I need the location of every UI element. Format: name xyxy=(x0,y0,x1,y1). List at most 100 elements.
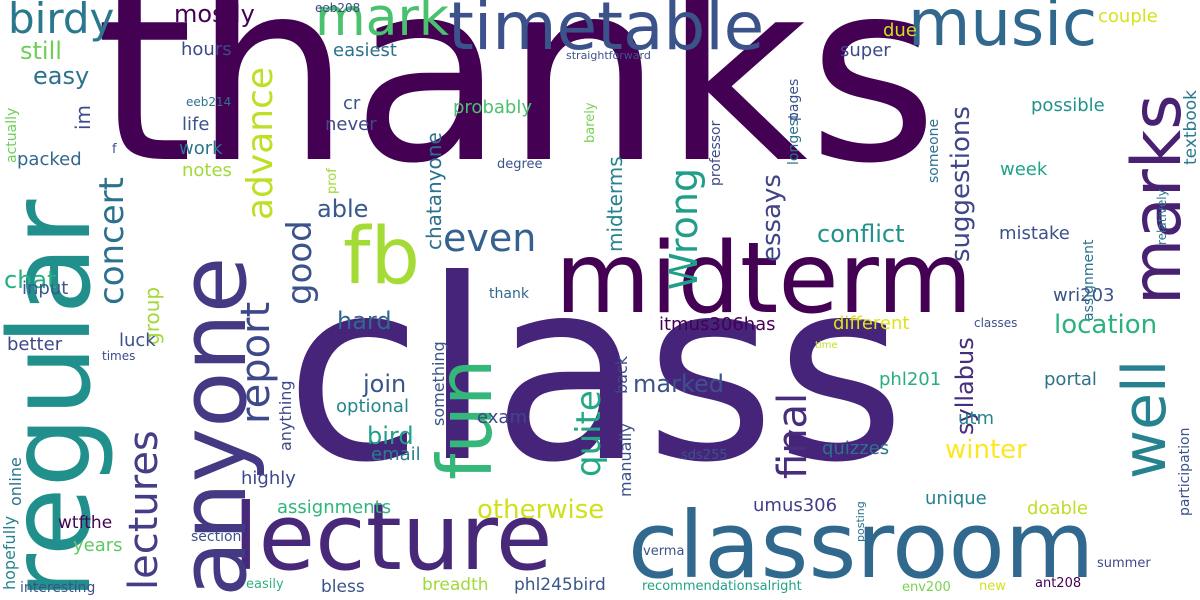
word-advance: advance xyxy=(240,66,281,220)
word-lecture: lecture xyxy=(233,484,553,591)
word-eeb208: eeb208 xyxy=(315,1,361,15)
word-luck: luck xyxy=(119,330,156,351)
word-thanks: thanks xyxy=(95,0,939,218)
word-super: super xyxy=(840,40,891,61)
word-winter: winter xyxy=(945,435,1027,465)
word-manually: manually xyxy=(616,423,635,497)
word-f: f xyxy=(112,142,117,157)
word-wtfthe: wtfthe xyxy=(58,513,113,533)
word-textbook: textbook xyxy=(1181,90,1200,165)
word-anything: anything xyxy=(276,380,295,451)
word-midterm: midterm xyxy=(555,222,973,336)
word-able: able xyxy=(317,195,369,223)
word-better: better xyxy=(7,334,63,355)
word-due: due xyxy=(883,20,917,41)
word-participation: participation xyxy=(1177,427,1193,516)
word-sds255: sds255 xyxy=(681,448,728,463)
word-conflict: conflict xyxy=(817,220,905,248)
word-itmus306has: itmus306has xyxy=(659,314,776,335)
word-mostly: mostly xyxy=(174,0,255,28)
word-bird: bird xyxy=(367,422,414,450)
word-env200: env200 xyxy=(902,580,951,595)
word-easy: easy xyxy=(33,62,90,90)
word-quizzes: quizzes xyxy=(822,438,890,459)
word-midterms: midterms xyxy=(603,156,627,252)
word-location: location xyxy=(1054,310,1158,340)
word-quite: quite xyxy=(569,390,609,477)
word-mark: mark xyxy=(315,0,450,48)
word-week: week xyxy=(1000,159,1048,180)
word-interesting: interesting xyxy=(20,580,96,596)
word-life: life xyxy=(182,114,210,135)
word-years: years xyxy=(73,535,123,556)
word-doable: doable xyxy=(1027,498,1088,519)
word-assignments: assignments xyxy=(277,497,392,518)
word-eeb214: eeb214 xyxy=(186,95,232,109)
word-fb: fb xyxy=(343,212,420,302)
word-breadth: breadth xyxy=(422,575,489,595)
word-time: time xyxy=(815,340,838,351)
word-suggestions: suggestions xyxy=(946,106,976,262)
word-something: something xyxy=(429,341,448,426)
word-report: report xyxy=(233,301,279,424)
word-chat: chat xyxy=(4,266,57,294)
word-input: input xyxy=(22,278,69,299)
word-hours: hours xyxy=(181,39,232,60)
word-easiest: easiest xyxy=(333,40,397,61)
word-classes: classes xyxy=(974,316,1018,330)
word-good: good xyxy=(280,220,320,305)
word-times: times xyxy=(102,349,136,363)
word-otherwise: otherwise xyxy=(477,495,605,525)
word-probably: probably xyxy=(453,97,532,118)
word-ant208: ant208 xyxy=(1035,576,1082,591)
word-possible: possible xyxy=(1031,95,1105,116)
word-wri203: wri203 xyxy=(1053,285,1115,306)
word-hard: hard xyxy=(337,307,392,335)
word-class: class xyxy=(285,226,906,517)
word-work: work xyxy=(179,138,223,159)
word-new: new xyxy=(979,579,1006,594)
word-bless: bless xyxy=(321,577,365,597)
word-portal: portal xyxy=(1044,369,1097,390)
word-even: even xyxy=(443,216,537,260)
word-recommendationsalright: recommendationsalright xyxy=(642,579,802,594)
word-im: im xyxy=(71,104,95,130)
word-timetable: timetable xyxy=(448,0,765,65)
word-phl245bird: phl245bird xyxy=(514,575,606,595)
word-hopefully: hopefully xyxy=(0,515,19,590)
word-unique: unique xyxy=(925,488,987,509)
word-someone: someone xyxy=(926,118,942,183)
word-still: still xyxy=(20,37,62,65)
word-easily: easily xyxy=(246,577,284,592)
word-concert: concert xyxy=(92,177,132,305)
word-posting: posting xyxy=(854,501,867,542)
word-exam: exam xyxy=(477,407,527,428)
word-classroom: classroom xyxy=(628,492,1095,599)
word-couple: couple xyxy=(1098,6,1158,27)
word-email: email xyxy=(371,444,421,465)
word-section: section xyxy=(191,529,242,545)
word-lectures: lectures xyxy=(121,430,167,590)
word-join: join xyxy=(363,370,407,398)
word-music: music xyxy=(908,0,1098,61)
word-well: well xyxy=(1110,359,1180,479)
word-cr: cr xyxy=(343,93,361,114)
word-optional: optional xyxy=(336,396,409,417)
word-barely: barely xyxy=(583,102,598,143)
word-phl201: phl201 xyxy=(879,369,942,390)
word-essays: essays xyxy=(757,174,787,262)
word-pages: pages xyxy=(786,78,802,121)
word-different: different xyxy=(833,313,910,334)
word-back: back xyxy=(612,355,631,394)
word-straightforward: straightforward xyxy=(566,49,651,62)
word-thank: thank xyxy=(489,286,529,302)
word-marked: marked xyxy=(633,370,724,398)
word-verma: verma xyxy=(643,544,685,559)
word-utm: utm xyxy=(958,408,994,429)
word-summer: summer xyxy=(1097,556,1151,571)
word-Wrong: Wrong xyxy=(662,167,706,290)
word-umus306: umus306 xyxy=(753,495,838,516)
word-chatanyone: chatanyone xyxy=(422,132,446,250)
word-prof: prof xyxy=(325,168,340,194)
